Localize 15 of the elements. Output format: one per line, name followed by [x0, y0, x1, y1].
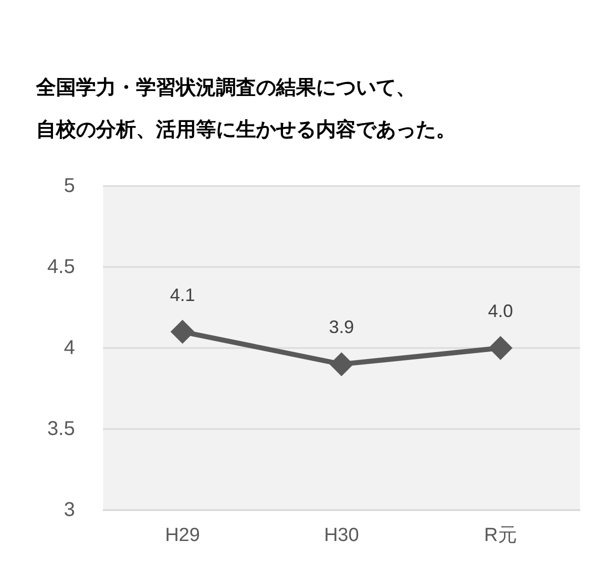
x-tick-label: R元 [484, 525, 517, 546]
y-tick-label: 4.5 [47, 256, 75, 278]
x-tick-label: H29 [165, 525, 200, 546]
data-label: 4.0 [488, 301, 514, 321]
y-tick-label: 5 [64, 175, 75, 197]
point [488, 336, 512, 360]
y-tick-label: 4 [64, 337, 75, 359]
data-label: 4.1 [170, 284, 196, 305]
chart-title: 全国学力・学習状況調査の結果について、自校の分析、活用等に生かせる内容であった。 [36, 74, 456, 143]
point [170, 320, 194, 344]
point [330, 352, 354, 376]
x-tick-label: H30 [324, 525, 359, 546]
y-tick-label: 3.5 [47, 418, 75, 440]
data-label: 3.9 [328, 317, 354, 338]
y-tick-label: 3 [64, 499, 75, 521]
